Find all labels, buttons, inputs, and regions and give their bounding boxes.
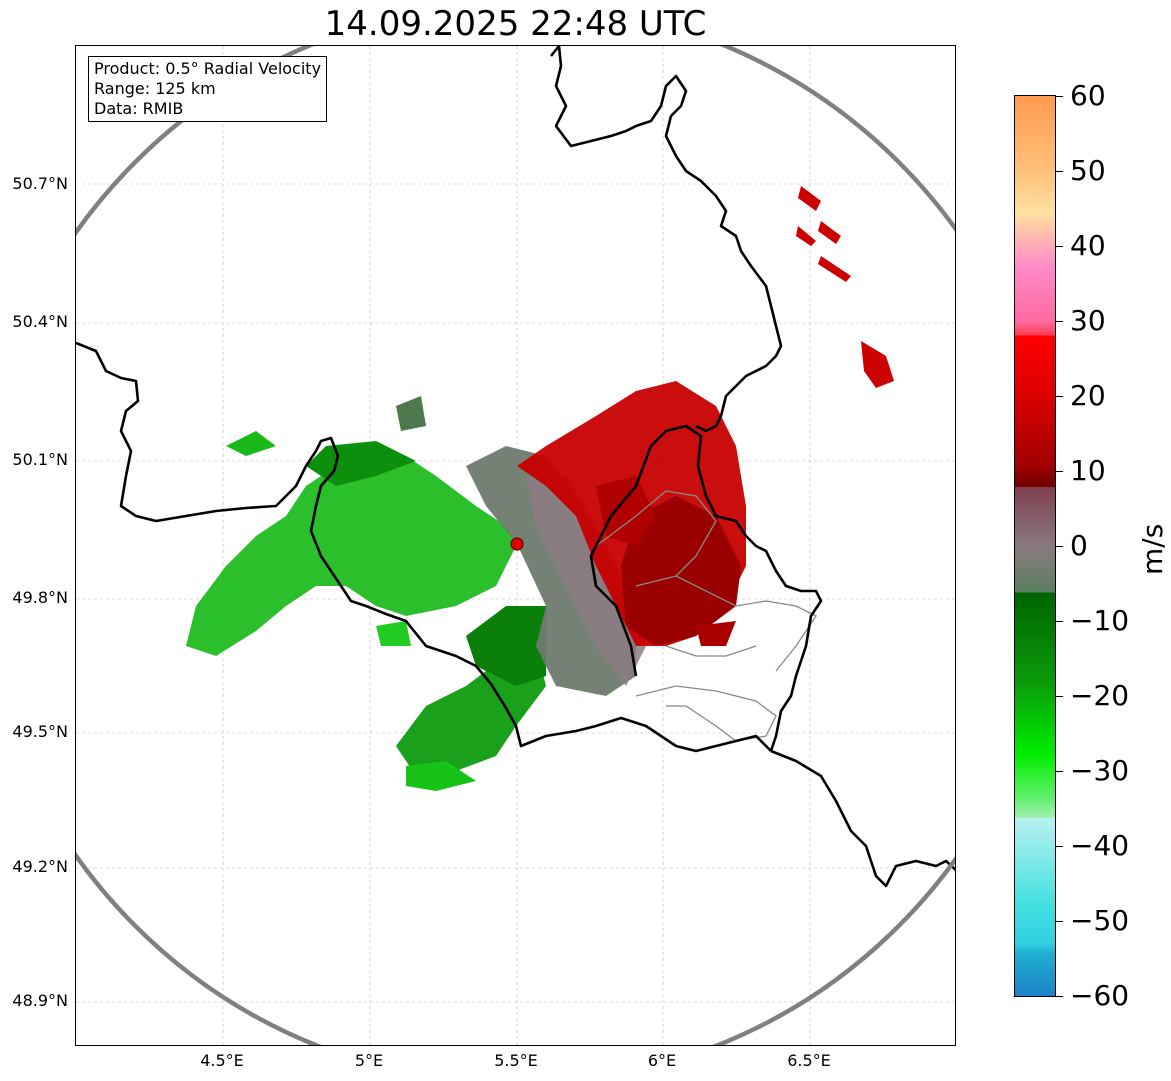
zero-velocity-band xyxy=(466,446,646,696)
colorbar-tick-label: −60 xyxy=(1070,979,1130,1012)
y-tick-label: 48.9°N xyxy=(12,991,68,1010)
x-tick-label: 5°E xyxy=(354,1051,384,1070)
x-tick-label: 5.5°E xyxy=(494,1051,538,1070)
colorbar-tickmark xyxy=(1056,246,1063,247)
colorbar-tickmark xyxy=(1056,996,1063,997)
colorbar-tickmark xyxy=(1056,96,1063,97)
colorbar-tickmark xyxy=(1056,171,1063,172)
colorbar-tickmark xyxy=(1056,471,1063,472)
province-borders xyxy=(595,490,817,742)
colorbar-tick-label: −40 xyxy=(1070,829,1130,862)
product-info-box: Product: 0.5° Radial Velocity Range: 125… xyxy=(88,56,328,122)
colorbar-tick-label: 60 xyxy=(1070,79,1106,112)
colorbar-tickmark xyxy=(1056,321,1063,322)
radar-map-canvas xyxy=(76,46,955,1045)
y-tick-label: 49.2°N xyxy=(12,857,68,876)
colorbar-tickmark xyxy=(1056,396,1063,397)
colorbar-unit-label: m/s xyxy=(1136,523,1169,575)
x-tick-label: 4.5°E xyxy=(200,1051,244,1070)
x-tick-label: 6°E xyxy=(647,1051,677,1070)
colorbar-tickmark xyxy=(1056,696,1063,697)
y-tick-label: 49.5°N xyxy=(12,722,68,741)
colorbar-tickmark xyxy=(1056,621,1063,622)
velocity-colorbar xyxy=(1014,95,1056,997)
data-source-label: Data: RMIB xyxy=(94,99,184,118)
colorbar-tickmark xyxy=(1056,846,1063,847)
colorbar-tick-label: −50 xyxy=(1070,904,1130,937)
x-tick-label: 6.5°E xyxy=(787,1051,831,1070)
range-label: Range: 125 km xyxy=(94,79,216,98)
colorbar-tick-label: 30 xyxy=(1070,304,1106,337)
colorbar-tickmark xyxy=(1056,546,1063,547)
y-tick-label: 50.4°N xyxy=(12,312,68,331)
y-tick-label: 49.8°N xyxy=(12,588,68,607)
y-tick-label: 50.7°N xyxy=(12,174,68,193)
colorbar-tick-label: −20 xyxy=(1070,679,1130,712)
colorbar-tick-label: 50 xyxy=(1070,154,1106,187)
colorbar-tick-label: 40 xyxy=(1070,229,1106,262)
country-borders xyxy=(76,46,955,888)
y-tick-label: 50.1°N xyxy=(12,450,68,469)
colorbar-tick-label: −10 xyxy=(1070,604,1130,637)
colorbar-tickmark xyxy=(1056,921,1063,922)
colorbar-tick-label: 10 xyxy=(1070,454,1106,487)
inbound-echoes xyxy=(186,396,546,791)
colorbar-tick-label: 0 xyxy=(1070,529,1088,562)
radar-site-marker[interactable] xyxy=(510,537,524,551)
product-label: Product: 0.5° Radial Velocity xyxy=(94,59,322,78)
map-title: 14.09.2025 22:48 UTC xyxy=(324,4,707,44)
radar-map[interactable] xyxy=(75,45,956,1046)
colorbar-tick-label: 20 xyxy=(1070,379,1106,412)
colorbar-tick-label: −30 xyxy=(1070,754,1130,787)
colorbar-tickmark xyxy=(1056,771,1063,772)
